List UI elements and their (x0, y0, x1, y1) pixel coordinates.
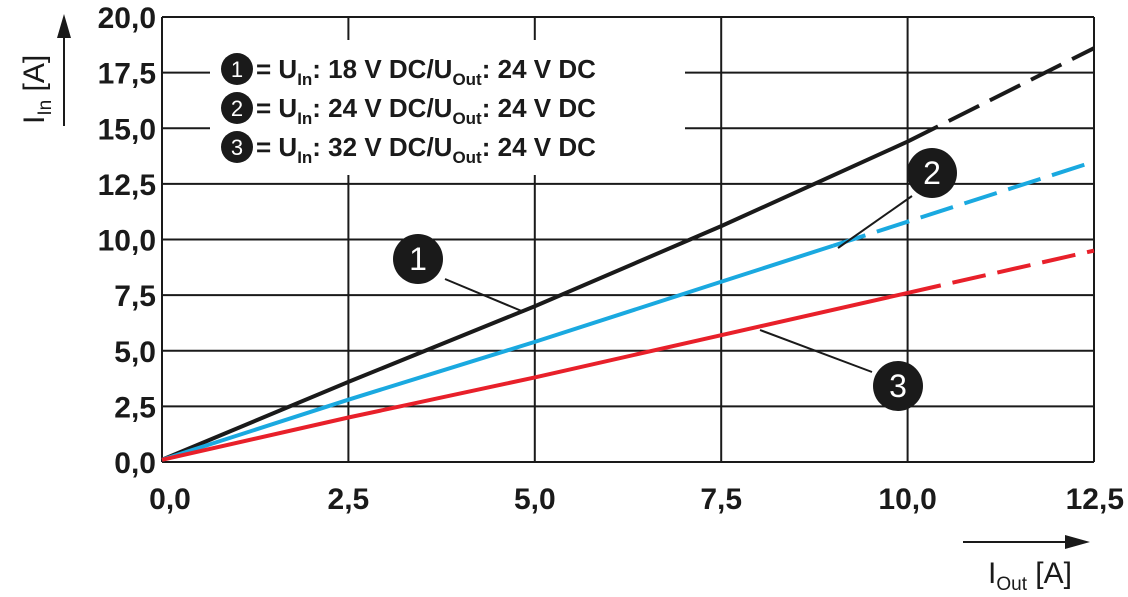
legend-entry-1: = UIn: 18 V DC/UOut: 24 V DC (256, 54, 596, 89)
legend-entry-2: = UIn: 24 V DC/UOut: 24 V DC (256, 93, 596, 128)
callout-marker-2 (907, 148, 957, 198)
series-2-extension (832, 159, 1095, 248)
legend-marker-3 (221, 131, 253, 163)
callout-marker-3 (873, 361, 923, 411)
legend-entry-3: = UIn: 32 V DC/UOut: 24 V DC (256, 132, 596, 167)
legend-marker-number: 2 (231, 96, 243, 121)
y-axis-title: IIn [A] (18, 14, 71, 126)
x-tick-label: 10,0 (878, 483, 936, 516)
series-1-line (161, 139, 909, 462)
callout-leader-2 (837, 195, 913, 249)
x-tick-label: 5,0 (514, 483, 556, 516)
x-tick-label: 2,5 (328, 483, 370, 516)
x-axis-title: IOut [A] (963, 535, 1090, 595)
x-axis-arrowhead (1065, 535, 1090, 549)
y-tick-label: 20,0 (98, 2, 156, 35)
callout-leader-3 (759, 329, 873, 373)
x-tick-label: 0,0 (149, 483, 191, 516)
legend-marker-2 (221, 92, 253, 124)
legend-box (210, 40, 685, 175)
callouts: 1 2 3 (393, 148, 957, 411)
y-tick-label: 15,0 (98, 113, 156, 146)
y-axis-arrowhead (57, 14, 71, 38)
legend-marker-number: 1 (231, 57, 243, 82)
callout-number: 3 (889, 368, 907, 404)
y-tick-label: 5,0 (114, 336, 156, 369)
legend-marker-number: 3 (231, 135, 243, 160)
series-3-extension (907, 248, 1095, 295)
y-tick-label: 10,0 (98, 225, 156, 258)
callout-marker-1 (393, 234, 443, 284)
y-tick-label: 0,0 (114, 447, 156, 480)
series-1-extension (906, 46, 1095, 144)
callout-number: 1 (409, 241, 427, 277)
y-tick-label: 17,5 (98, 58, 156, 91)
series-3-line (161, 290, 909, 462)
series-lines (161, 46, 1095, 462)
y-tick-label: 12,5 (98, 169, 156, 202)
y-tick-label: 2,5 (114, 391, 156, 424)
tick-labels: 0,0 2,5 5,0 7,5 10,0 12,5 0,0 2,5 5,0 7,5 10,0 12,5… (98, 2, 1124, 516)
legend-marker-1 (221, 53, 253, 85)
y-axis-label: IIn [A] (18, 55, 56, 124)
x-axis-label: IOut [A] (988, 557, 1072, 595)
x-tick-label: 7,5 (700, 483, 742, 516)
callout-leader-1 (444, 278, 525, 313)
y-tick-label: 7,5 (114, 280, 156, 313)
x-tick-label: 12,5 (1066, 483, 1124, 516)
legend: 1 = UIn: 18 V DC/UOut: 24 V DC 2 = UIn: 2… (210, 40, 685, 175)
callout-number: 2 (923, 155, 941, 191)
series-2-line (161, 243, 834, 462)
